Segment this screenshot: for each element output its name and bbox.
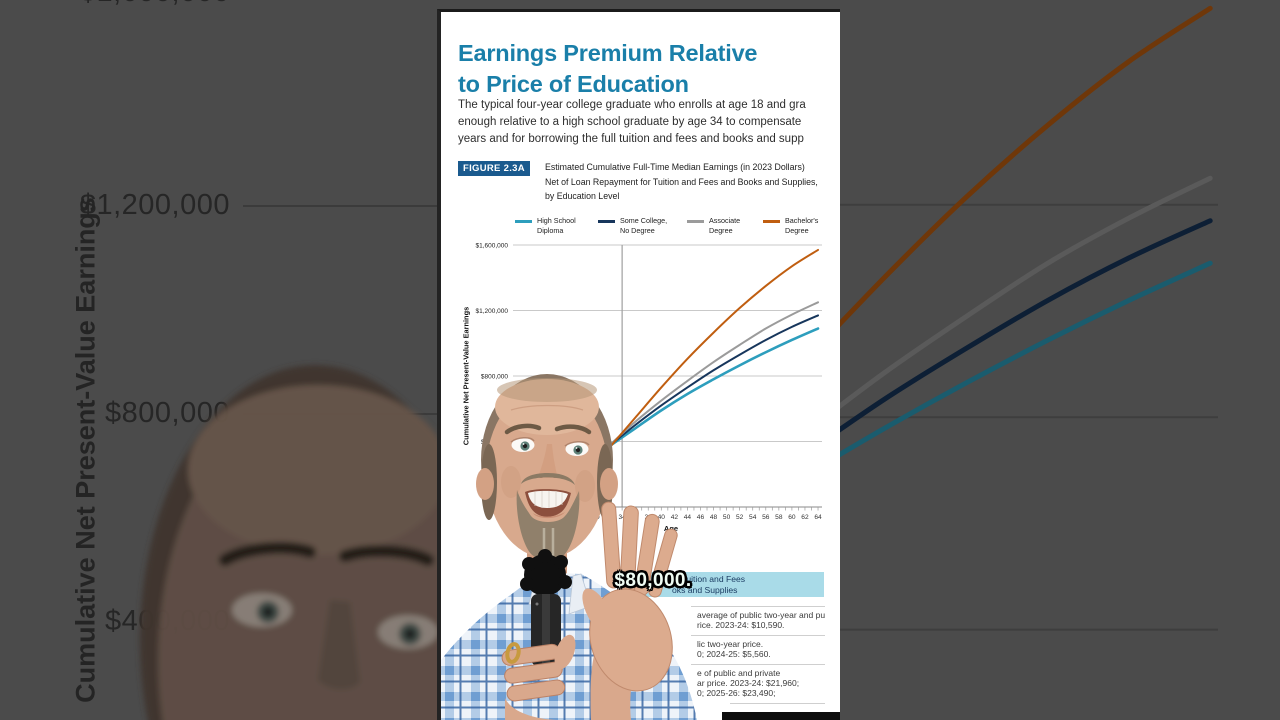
background-right-panel — [840, 0, 1280, 720]
svg-text:64: 64 — [814, 514, 822, 521]
mouth — [525, 489, 571, 519]
legend-swatch — [763, 220, 780, 223]
note-item: average of public two-year and public ri… — [697, 610, 825, 631]
legend-label: High School Diploma — [537, 216, 576, 235]
legend-item-bachelors: Bachelor's Degree — [763, 216, 818, 235]
bottom-black-bar — [722, 712, 840, 720]
svg-text:$1,200,000: $1,200,000 — [475, 308, 508, 315]
nose — [539, 444, 557, 478]
legend-label: Associate Degree — [709, 216, 741, 235]
beard — [516, 473, 580, 560]
eyebrow — [504, 423, 542, 435]
background-enlarged-curves — [840, 5, 1218, 631]
page-title-line: to Price of Education — [458, 70, 689, 97]
tuition-info-box: of Tuition and Fees oks and Supplies — [641, 572, 824, 597]
eyebrow — [554, 424, 592, 435]
figure-badge: FIGURE 2.3A — [458, 161, 530, 176]
background-y-tick-label: $1,200,000 — [79, 189, 230, 221]
figure-caption: Estimated Cumulative Full-Time Median Ea… — [545, 160, 835, 204]
intro-line: years and for borrowing the full tuition… — [458, 133, 804, 145]
info-box-line: of Tuition and Fees — [672, 574, 746, 584]
note-item: e of public and private ar price. 2023-2… — [697, 667, 800, 699]
intro-paragraph: The typical four-year college graduate w… — [458, 97, 840, 148]
svg-text:46: 46 — [697, 514, 705, 521]
intro-line: enough relative to a high school graduat… — [458, 116, 802, 128]
legend-label: Some College, No Degree — [620, 216, 668, 235]
presenter-head — [476, 374, 618, 560]
legend-label: Bachelor's Degree — [785, 216, 819, 235]
background-dimmed-face — [140, 365, 437, 720]
svg-text:40: 40 — [658, 514, 666, 521]
figure-caption-line: Estimated Cumulative Full-Time Median Ea… — [545, 162, 805, 172]
page-title-line: Earnings Premium Relative — [458, 39, 758, 66]
divider — [730, 702, 825, 704]
svg-text:$800,000: $800,000 — [481, 374, 508, 381]
svg-text:60: 60 — [788, 514, 796, 521]
figure-caption-line: by Education Level — [545, 191, 620, 202]
divider — [691, 606, 825, 607]
background-left-panel: $1,600,000 $1,200,000 $800,000 $400,000 … — [0, 0, 437, 720]
svg-text:58: 58 — [775, 514, 783, 521]
legend-item-some-college: Some College, No Degree — [598, 216, 667, 235]
svg-text:62: 62 — [801, 514, 809, 521]
info-box-line: oks and Supplies — [672, 585, 738, 595]
svg-text:50: 50 — [723, 514, 731, 521]
wedding-ring — [505, 642, 521, 664]
presenter-raised-hand — [582, 501, 678, 720]
video-frame: Earnings Premium Relative to Price of Ed… — [437, 9, 840, 720]
svg-text:54: 54 — [749, 514, 757, 521]
price-notes-list: average of public two-year and public ri… — [691, 606, 825, 704]
svg-text:44: 44 — [684, 514, 692, 521]
svg-text:Age: Age — [664, 524, 678, 533]
background-y-tick-label: $1,600,000 — [30, 0, 230, 9]
page-title: Earnings Premium Relative to Price of Ed… — [458, 38, 834, 100]
eyes — [510, 437, 590, 456]
svg-text:48: 48 — [710, 514, 718, 521]
note-item: lic two-year price. 0; 2024-25: $5,560. — [697, 638, 771, 660]
svg-text:56: 56 — [762, 514, 770, 521]
svg-text:52: 52 — [736, 514, 744, 521]
legend-swatch — [515, 220, 532, 223]
presenter-figure — [441, 374, 697, 720]
svg-text:42: 42 — [671, 514, 679, 521]
intro-line: The typical four-year college graduate w… — [458, 99, 806, 111]
background-gridline — [243, 205, 437, 207]
legend-item-associate: Associate Degree — [687, 216, 740, 235]
divider — [691, 663, 825, 665]
svg-text:34: 34 — [618, 514, 626, 521]
legend-swatch — [687, 220, 704, 223]
legend-item-high-school: High School Diploma — [515, 216, 576, 235]
divider — [691, 634, 825, 636]
figure-caption-line: Net of Loan Repayment for Tuition and Fe… — [545, 176, 818, 187]
presenter-left-hand — [501, 634, 576, 720]
legend-swatch — [598, 220, 615, 223]
svg-text:$1,600,000: $1,600,000 — [475, 243, 508, 250]
video-caption-overlay: $80,000. — [614, 570, 692, 591]
